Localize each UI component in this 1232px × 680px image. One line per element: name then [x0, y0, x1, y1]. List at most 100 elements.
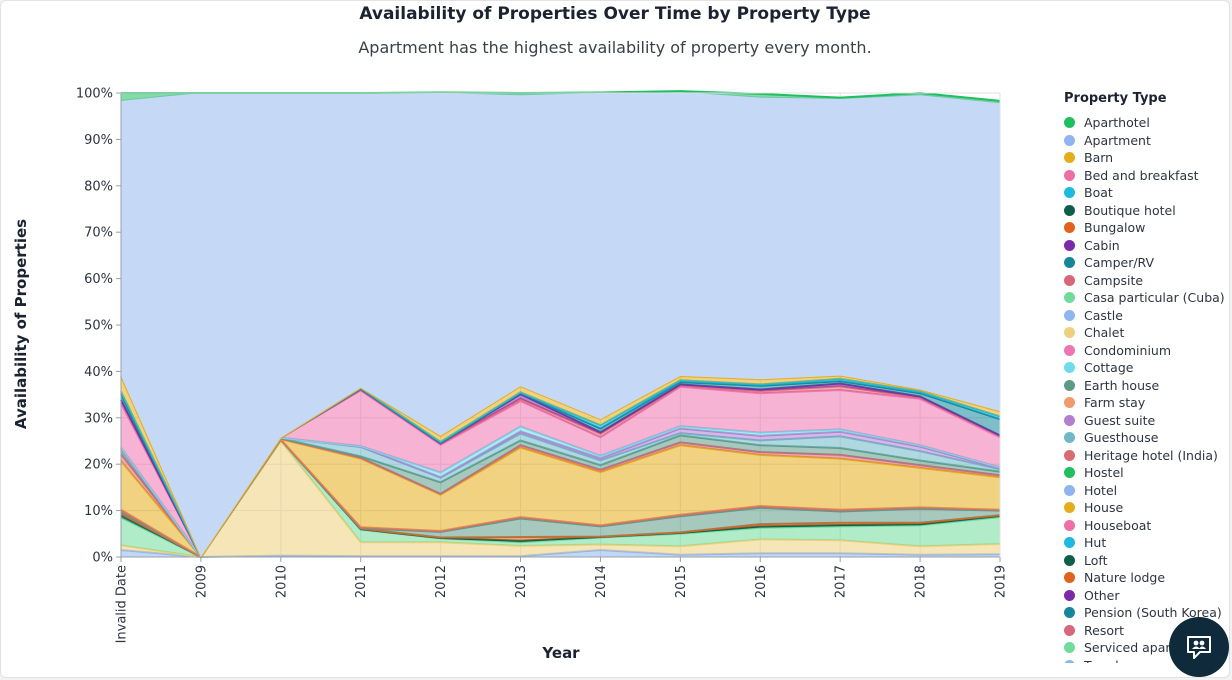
legend-item[interactable]: Bungalow [1064, 219, 1229, 237]
chart-subtitle: Apartment has the highest availability o… [358, 38, 872, 57]
x-tick-label: 2017 [834, 565, 849, 598]
legend-label: Guest suite [1084, 412, 1156, 428]
chart-title: Availability of Properties Over Time by … [359, 4, 871, 24]
legend-label: Castle [1084, 307, 1123, 323]
legend-item[interactable]: Farm stay [1064, 394, 1229, 412]
legend-swatch [1064, 292, 1075, 304]
y-tick-label: 100% [76, 87, 113, 102]
legend-item[interactable]: Hotel [1064, 482, 1229, 500]
axes: 0% 10% 20% 30% 40% 50% 60% 70% 80% 90% 100% Invalid… [76, 87, 1009, 644]
legend-swatch [1064, 309, 1075, 321]
legend-label: Barn [1084, 150, 1114, 166]
legend-label: Hut [1084, 535, 1107, 551]
legend-swatch [1064, 152, 1075, 164]
legend-swatch [1064, 467, 1075, 479]
legend-item[interactable]: Guest suite [1064, 412, 1229, 430]
legend-item[interactable]: Boutique hotel [1064, 202, 1229, 220]
legend-label: Pension (South Korea) [1084, 605, 1222, 621]
legend-item[interactable]: Hut [1064, 534, 1229, 552]
x-tick-label: 2011 [354, 565, 369, 598]
legend-label: Boat [1084, 185, 1113, 201]
x-tick-label: 2009 [194, 565, 209, 598]
legend-item[interactable]: Cottage [1064, 359, 1229, 377]
legend-swatch [1064, 537, 1075, 549]
area-earth-house [121, 439, 1000, 557]
x-tick-label: 2015 [674, 565, 689, 598]
legend-item[interactable]: Pension (South Korea) [1064, 604, 1229, 622]
legend-item[interactable]: House [1064, 499, 1229, 517]
legend-swatch [1064, 572, 1075, 584]
legend-item[interactable]: Casa particular (Cuba) [1064, 289, 1229, 307]
y-axis-label: Availability of Properties [12, 219, 30, 429]
legend-label: Nature lodge [1084, 570, 1166, 586]
y-tick-label: 80% [84, 179, 113, 194]
legend-label: Aparthotel [1084, 115, 1150, 131]
legend-swatch [1064, 502, 1075, 514]
legend-swatch [1064, 274, 1075, 286]
legend-item[interactable]: Heritage hotel (India) [1064, 447, 1229, 465]
legend-swatch [1064, 239, 1075, 251]
chat-support-icon [1187, 636, 1211, 659]
legend-label: House [1084, 500, 1124, 516]
legend-swatch [1064, 554, 1075, 566]
legend-item[interactable]: Guesthouse [1064, 429, 1229, 447]
legend-item[interactable]: Apartment [1064, 132, 1229, 150]
legend-swatch [1064, 169, 1075, 181]
legend-title: Property Type [1064, 91, 1167, 106]
area-bed-and-breakfast [121, 386, 1000, 557]
legend-swatch [1064, 344, 1075, 356]
legend-label: Earth house [1084, 377, 1160, 393]
legend-item[interactable]: Hostel [1064, 464, 1229, 482]
legend-item[interactable]: Campsite [1064, 272, 1229, 290]
area-chart: 0% 10% 20% 30% 40% 50% 60% 70% 80% 90% 100% Invalid… [12, 87, 1009, 663]
legend-item[interactable]: Nature lodge [1064, 569, 1229, 587]
legend-item[interactable]: Cabin [1064, 237, 1229, 255]
legend-swatch [1064, 204, 1075, 216]
legend-swatch [1064, 379, 1075, 391]
legend-label: Townhouse [1084, 658, 1153, 663]
legend-item[interactable]: Loft [1064, 552, 1229, 570]
legend-item[interactable]: Townhouse [1064, 657, 1229, 663]
legend-label: Other [1084, 587, 1120, 603]
legend-swatch [1064, 624, 1075, 636]
legend-swatch [1064, 117, 1075, 129]
y-tick-label: 40% [84, 365, 113, 380]
legend-label: Loft [1084, 552, 1108, 568]
legend-swatch [1064, 187, 1075, 199]
x-tick-label: 2018 [914, 565, 929, 598]
legend-swatch [1064, 519, 1075, 531]
legend-item[interactable]: Condominium [1064, 342, 1229, 360]
legend-swatch [1064, 362, 1075, 374]
legend-item[interactable]: Other [1064, 587, 1229, 605]
legend-label: Casa particular (Cuba) [1084, 290, 1225, 306]
y-tick-label: 90% [84, 133, 113, 148]
legend-item[interactable]: Barn [1064, 149, 1229, 167]
x-tick-label: 2010 [274, 565, 289, 598]
area-barn [121, 439, 1000, 557]
legend-item[interactable]: Camper/RV [1064, 254, 1229, 272]
x-tick-label: 2012 [434, 565, 449, 598]
y-tick-label: 30% [84, 411, 113, 426]
legend-item[interactable]: Bed and breakfast [1064, 167, 1229, 185]
legend-label: Heritage hotel (India) [1084, 447, 1218, 463]
legend-swatch [1064, 397, 1075, 409]
legend-swatch [1064, 432, 1075, 444]
legend-swatch [1064, 327, 1075, 339]
legend-item[interactable]: Earth house [1064, 377, 1229, 395]
legend-label: Resort [1084, 622, 1125, 638]
chat-button[interactable] [1169, 617, 1229, 677]
legend-swatch [1064, 484, 1075, 496]
legend: Property Type Aparthotel Apartment Barn Bed… [1064, 91, 1229, 663]
legend-item[interactable]: Boat [1064, 184, 1229, 202]
legend-swatch [1064, 607, 1075, 619]
legend-item[interactable]: Aparthotel [1064, 114, 1229, 132]
legend-item[interactable]: Houseboat [1064, 517, 1229, 535]
legend-swatch [1064, 589, 1075, 601]
legend-item[interactable]: Castle [1064, 307, 1229, 325]
legend-label: Houseboat [1084, 517, 1152, 533]
legend-item[interactable]: Chalet [1064, 324, 1229, 342]
x-tick-label: 2014 [594, 565, 609, 598]
legend-label: Chalet [1084, 325, 1125, 341]
y-tick-label: 20% [84, 458, 113, 473]
legend-item[interactable]: Resort [1064, 622, 1229, 640]
